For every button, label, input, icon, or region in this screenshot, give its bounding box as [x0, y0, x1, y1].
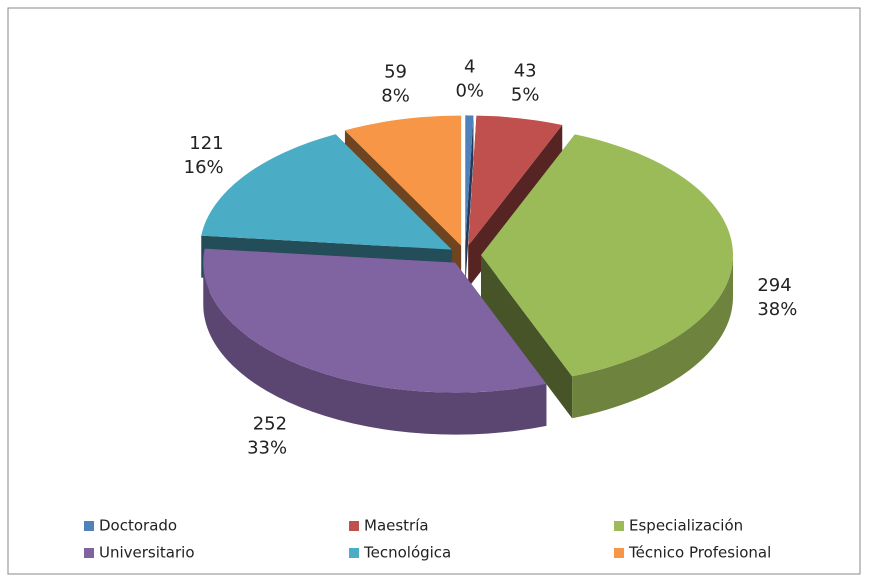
- percent-label: 16%: [184, 157, 224, 178]
- legend-label: Doctorado: [99, 517, 177, 535]
- slice-top: [465, 115, 474, 246]
- percent-label: 8%: [381, 86, 410, 107]
- data-label: 59: [384, 62, 407, 83]
- slice: [203, 248, 547, 435]
- slice-top: [203, 248, 547, 393]
- slice-top: [480, 134, 733, 377]
- legend-swatch: [349, 521, 359, 531]
- slice: [480, 134, 733, 419]
- data-label: 121: [189, 133, 223, 154]
- legend-label: Maestría: [364, 517, 429, 535]
- legend-label: Tecnológica: [363, 544, 451, 562]
- slice-top: [468, 115, 563, 246]
- data-label: 4: [464, 57, 475, 78]
- slice: [465, 115, 474, 288]
- slice-side: [203, 262, 547, 435]
- legend-label: Especialización: [629, 517, 743, 535]
- legend-swatch: [84, 521, 94, 531]
- data-label: 294: [757, 275, 791, 296]
- percent-label: 5%: [511, 84, 540, 105]
- data-label: 43: [514, 60, 537, 81]
- legend-swatch: [614, 548, 624, 558]
- percent-label: 0%: [455, 81, 484, 102]
- legend-swatch: [349, 548, 359, 558]
- legend-label: Universitario: [99, 544, 195, 562]
- slice-top: [201, 134, 452, 250]
- slice-top: [344, 115, 462, 246]
- legend-label: Técnico Profesional: [628, 544, 771, 562]
- legend-swatch: [84, 548, 94, 558]
- legend-swatch: [614, 521, 624, 531]
- slice-wall: [465, 115, 474, 288]
- slice-side: [572, 255, 733, 419]
- percent-label: 33%: [247, 437, 287, 458]
- slice-wall: [480, 255, 573, 419]
- data-label: 252: [253, 413, 287, 434]
- percent-label: 38%: [757, 299, 797, 320]
